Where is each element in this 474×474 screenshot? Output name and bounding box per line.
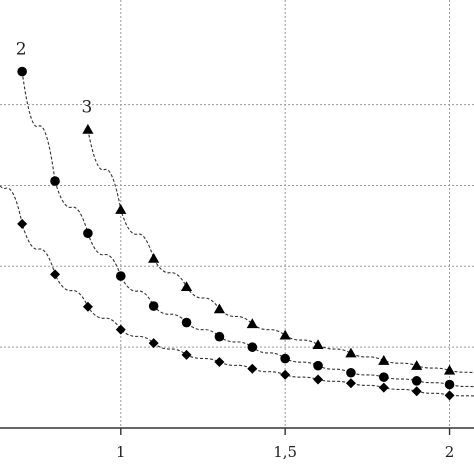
series-3-point	[443, 364, 456, 375]
series-1-point	[378, 382, 389, 393]
series-1-line	[0, 184, 474, 397]
series-3-point	[312, 339, 324, 349]
series-3-point	[148, 252, 160, 263]
series-2-point	[115, 271, 126, 281]
series-3-point	[82, 123, 94, 134]
series-2-label: 2	[16, 40, 27, 60]
series-1-point	[148, 338, 159, 349]
series-3-point	[180, 281, 193, 292]
series-markers	[17, 66, 456, 401]
series-2-point	[313, 360, 323, 371]
series-3-point	[411, 360, 423, 370]
series-2-point	[444, 379, 455, 390]
series-1-point	[82, 301, 93, 312]
series-2-line	[21, 71, 474, 388]
series-2-point	[411, 376, 422, 386]
series-2-point	[50, 176, 60, 186]
series-2-point	[280, 353, 290, 364]
series-1-point	[214, 356, 225, 367]
series-2-point	[214, 331, 225, 342]
series-1-point	[444, 390, 455, 401]
series-labels: 123	[16, 40, 93, 118]
series-2-point	[148, 301, 159, 311]
series-2-point	[379, 372, 389, 382]
series-1-point	[50, 269, 61, 280]
series-1-point	[181, 349, 192, 360]
series-2-point	[247, 342, 258, 352]
x-axis-ticks: 0,511,52	[116, 428, 455, 461]
series-3-point	[246, 318, 258, 329]
series-1-point	[411, 386, 422, 397]
series-3-label: 3	[81, 98, 92, 118]
series-1-point	[313, 374, 324, 385]
series-1-point	[247, 363, 258, 374]
series-3-point	[378, 355, 390, 365]
x-tick-label: 1	[116, 443, 126, 461]
series-3-point	[115, 204, 127, 214]
series-3-point	[213, 303, 226, 314]
x-tick-label: 2	[445, 443, 455, 461]
x-tick-label: 1,5	[273, 443, 297, 461]
series-1-point	[280, 369, 291, 380]
series-3-point	[279, 329, 291, 340]
series-2-point	[17, 66, 27, 77]
series-1-point	[115, 324, 126, 335]
series-2-point	[181, 317, 192, 328]
grid	[0, 0, 474, 428]
series-1-point	[17, 218, 28, 229]
series-2-point	[83, 228, 93, 239]
series-3-point	[345, 347, 357, 358]
series-1-point	[345, 378, 356, 389]
series-2-point	[346, 367, 356, 378]
